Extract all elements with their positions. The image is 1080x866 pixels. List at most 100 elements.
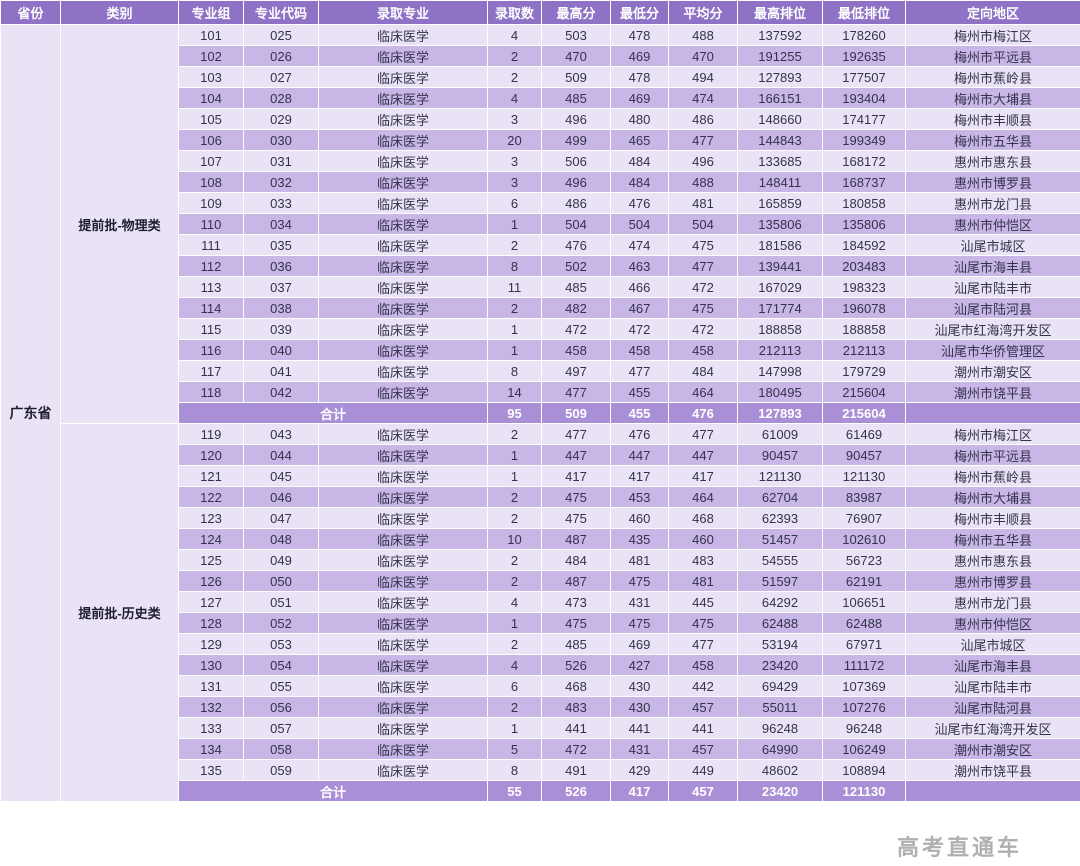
table-row: 105 029 临床医学 3 496 480 486 148660 174177 梅州市丰顺县 (1, 108, 1080, 130)
table-cell: 127893 (737, 66, 823, 88)
table-cell: 临床医学 (318, 507, 488, 529)
table-cell: 2 (487, 633, 542, 655)
table-cell: 042 (243, 381, 319, 403)
table-cell: 144843 (737, 129, 823, 151)
table-cell: 196078 (822, 297, 906, 319)
table-cell: 10 (487, 528, 542, 550)
table-cell: 23420 (737, 654, 823, 676)
table-cell: 032 (243, 171, 319, 193)
column-header: 最低分 (610, 0, 669, 25)
table-cell: 193404 (822, 87, 906, 109)
table-cell: 临床医学 (318, 759, 488, 781)
total-cell: 526 (541, 780, 611, 802)
table-cell: 192635 (822, 45, 906, 67)
table-cell: 1 (487, 339, 542, 361)
table-row: 135 059 临床医学 8 491 429 449 48602 108894 潮州市饶平县 (1, 759, 1080, 781)
table-cell: 临床医学 (318, 87, 488, 109)
table-cell: 059 (243, 759, 319, 781)
table-cell: 梅州市蕉岭县 (905, 465, 1080, 487)
table-row: 114 038 临床医学 2 482 467 475 171774 196078 汕尾市陆河县 (1, 297, 1080, 319)
table-cell: 64990 (737, 738, 823, 760)
table-cell: 212113 (737, 339, 823, 361)
table-cell: 133 (178, 717, 244, 739)
table-cell: 430 (610, 675, 669, 697)
table-cell: 临床医学 (318, 129, 488, 151)
table-cell: 057 (243, 717, 319, 739)
table-cell: 2 (487, 696, 542, 718)
table-cell: 044 (243, 444, 319, 466)
table-cell: 487 (541, 528, 611, 550)
table-cell: 458 (668, 339, 738, 361)
table-cell: 116 (178, 339, 244, 361)
table-cell: 115 (178, 318, 244, 340)
table-cell: 504 (541, 213, 611, 235)
table-cell: 临床医学 (318, 234, 488, 256)
table-cell: 472 (541, 318, 611, 340)
table-cell: 509 (541, 66, 611, 88)
table-cell: 469 (610, 45, 669, 67)
table-body: 广东省 提前批-物理类 101 025 临床医学 4 503 478 488 137592 1782… (0, 24, 1080, 802)
table-header: 省份 类别 专业组 专业代码 录取专业 录取数 最高分 最低分 平均分 最高排位 最低排位 定向地区 (0, 0, 1080, 25)
table-cell: 3 (487, 108, 542, 130)
table-cell: 477 (541, 381, 611, 403)
table-cell: 潮州市潮安区 (905, 360, 1080, 382)
table-cell: 491 (541, 759, 611, 781)
column-header: 专业代码 (243, 0, 319, 25)
table-cell: 469 (610, 633, 669, 655)
table-cell: 惠州市龙门县 (905, 591, 1080, 613)
table-cell: 480 (610, 108, 669, 130)
table-cell: 045 (243, 465, 319, 487)
table-cell: 临床医学 (318, 108, 488, 130)
table-cell: 464 (668, 486, 738, 508)
total-cell: 417 (610, 780, 669, 802)
table-cell: 472 (668, 318, 738, 340)
table-cell: 026 (243, 45, 319, 67)
table-cell: 83987 (822, 486, 906, 508)
table-cell: 047 (243, 507, 319, 529)
table-cell: 121130 (737, 465, 823, 487)
table-row: 123 047 临床医学 2 475 460 468 62393 76907 梅州市丰顺县 (1, 507, 1080, 529)
table-cell: 049 (243, 549, 319, 571)
table-cell: 102610 (822, 528, 906, 550)
table-cell: 458 (541, 339, 611, 361)
table-cell: 2 (487, 234, 542, 256)
table-cell: 470 (668, 45, 738, 67)
table-cell: 62393 (737, 507, 823, 529)
total-cell: 55 (487, 780, 542, 802)
table-cell: 466 (610, 276, 669, 298)
table-cell: 61009 (737, 423, 823, 445)
table-cell: 496 (541, 171, 611, 193)
table-row: 109 033 临床医学 6 486 476 481 165859 180858 惠州市龙门县 (1, 192, 1080, 214)
table-cell: 汕尾市红海湾开发区 (905, 717, 1080, 739)
table-row: 110 034 临床医学 1 504 504 504 135806 135806 惠州市仲恺区 (1, 213, 1080, 235)
table-cell: 62488 (822, 612, 906, 634)
table-cell: 103 (178, 66, 244, 88)
table-cell: 199349 (822, 129, 906, 151)
table-cell: 汕尾市陆丰市 (905, 276, 1080, 298)
table-cell: 445 (668, 591, 738, 613)
table-cell: 梅州市梅江区 (905, 24, 1080, 46)
table-cell: 486 (668, 108, 738, 130)
table-cell: 梅州市大埔县 (905, 486, 1080, 508)
table-cell: 034 (243, 213, 319, 235)
table-cell: 475 (541, 507, 611, 529)
table-cell: 472 (541, 738, 611, 760)
column-header: 录取数 (487, 0, 542, 25)
table-cell: 临床医学 (318, 717, 488, 739)
table-cell: 11 (487, 276, 542, 298)
table-cell: 梅州市梅江区 (905, 423, 1080, 445)
table-cell: 148411 (737, 171, 823, 193)
table-cell: 汕尾市陆丰市 (905, 675, 1080, 697)
table-cell: 2 (487, 66, 542, 88)
table-cell: 汕尾市海丰县 (905, 255, 1080, 277)
total-cell: 95 (487, 402, 542, 424)
table-cell: 503 (541, 24, 611, 46)
total-cell: 215604 (822, 402, 906, 424)
header-row: 省份 类别 专业组 专业代码 录取专业 录取数 最高分 最低分 平均分 最高排位 最低排位 定向地区 (0, 0, 1080, 25)
table-cell: 惠州市仲恺区 (905, 612, 1080, 634)
table-cell: 临床医学 (318, 528, 488, 550)
table-cell: 135806 (737, 213, 823, 235)
table-cell: 113 (178, 276, 244, 298)
table-cell: 130 (178, 654, 244, 676)
